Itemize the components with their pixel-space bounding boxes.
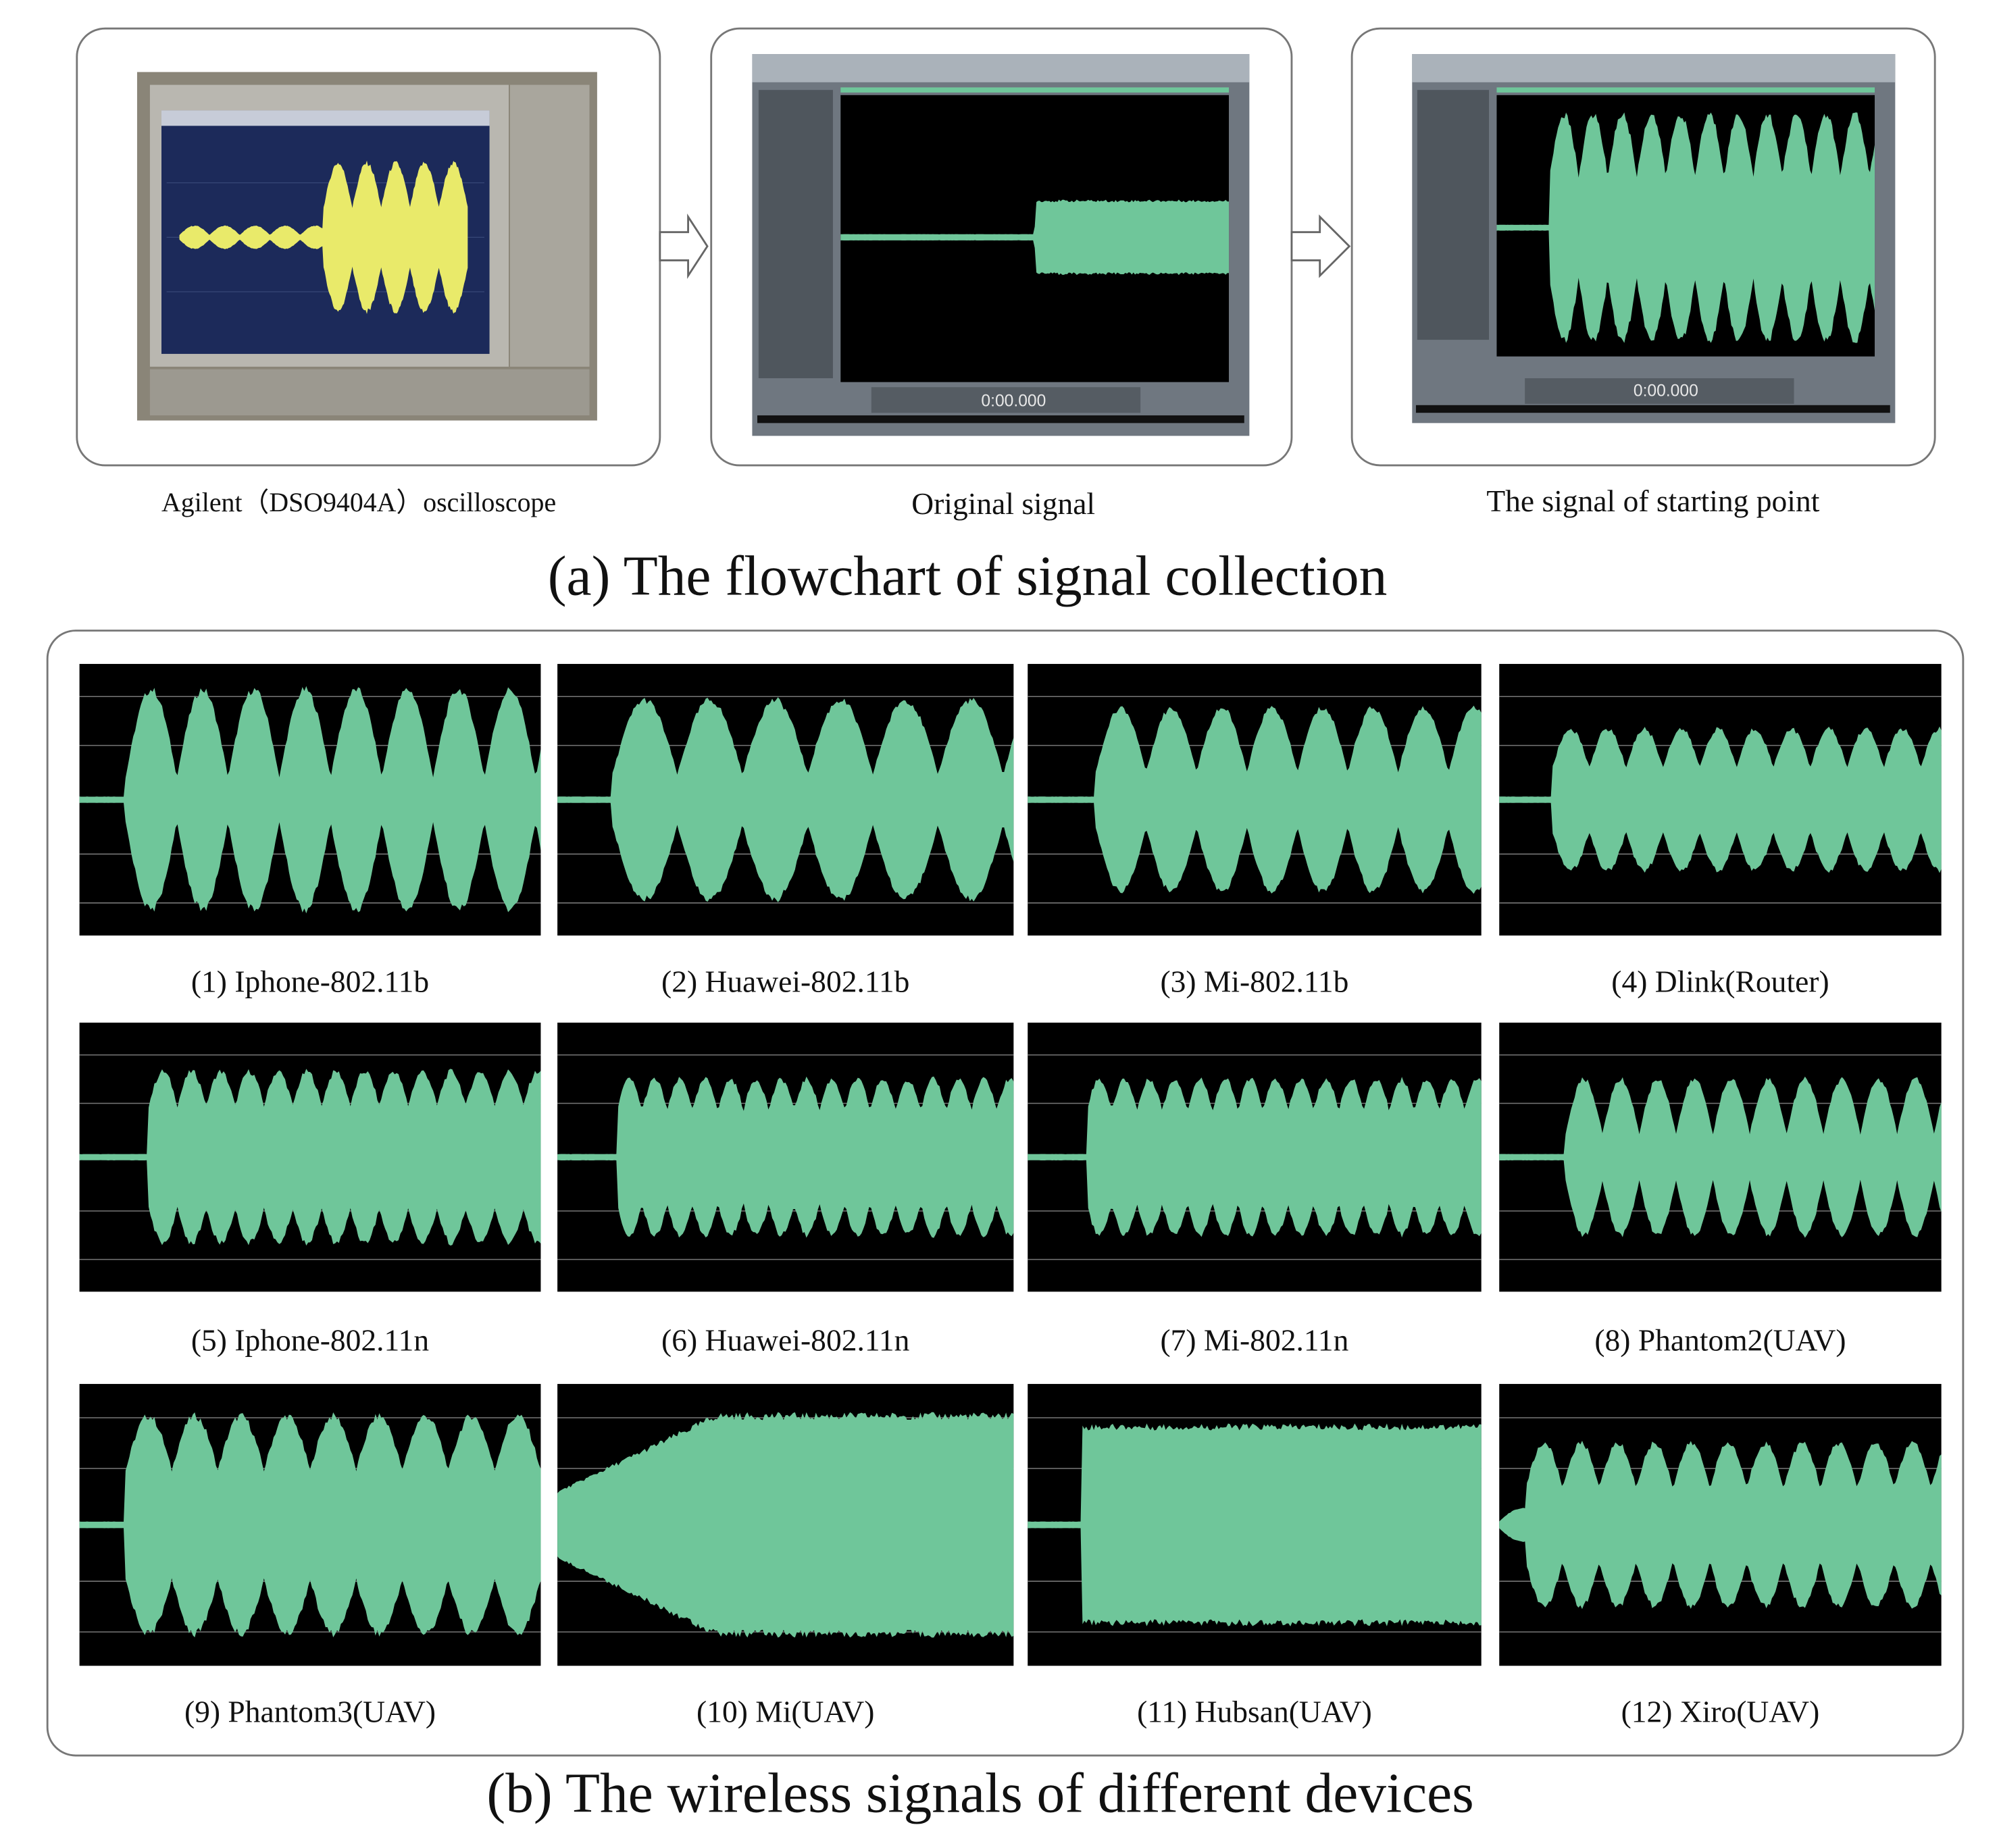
time-display: 0:00.000 <box>981 392 1046 411</box>
device-label: (5) Iphone-802.11n <box>191 1323 429 1358</box>
waveform <box>1499 1440 1942 1610</box>
device-label: (3) Mi-802.11b <box>1160 965 1348 999</box>
device-label: (11) Hubsan(UAV) <box>1137 1695 1372 1729</box>
waveform <box>557 1412 1014 1638</box>
waveform <box>179 160 468 314</box>
frame <box>1350 27 1936 467</box>
waveform <box>1028 705 1482 894</box>
waveform <box>840 199 1230 276</box>
step-label: Agilent（DSO9404A）oscilloscope <box>161 488 556 517</box>
time-display: 0:00.000 <box>1634 382 1698 401</box>
arrow <box>659 213 709 280</box>
device-label: (9) Phantom3(UAV) <box>184 1695 436 1729</box>
step-label: The signal of starting point <box>1486 484 1819 518</box>
panel-title: (a) The flowchart of signal collection <box>548 546 1388 608</box>
waveform <box>1028 1077 1482 1238</box>
oscilloscope-photo <box>136 72 597 421</box>
waveform <box>79 1412 541 1638</box>
waveform <box>1496 112 1875 343</box>
device-label: (10) Mi(UAV) <box>697 1695 874 1729</box>
panel-title: (b) The wireless signals of different de… <box>486 1762 1473 1824</box>
device-label: (8) Phantom2(UAV) <box>1594 1323 1846 1358</box>
device-label: (7) Mi-802.11n <box>1160 1323 1348 1358</box>
waveform <box>1028 1423 1482 1626</box>
waveform <box>79 686 541 914</box>
waveform <box>79 1069 541 1246</box>
frame <box>46 630 1965 1757</box>
waveform <box>557 697 1014 902</box>
step-label: Original signal <box>911 486 1095 521</box>
device-label: (1) Iphone-802.11b <box>191 965 429 999</box>
waveform <box>1499 1076 1942 1238</box>
device-label: (12) Xiro(UAV) <box>1621 1695 1820 1729</box>
device-label: (6) Huawei-802.11n <box>661 1323 910 1358</box>
device-label: (4) Dlink(Router) <box>1611 965 1829 999</box>
device-label: (2) Huawei-802.11b <box>661 965 909 999</box>
arrow <box>1290 214 1351 278</box>
waveform <box>1499 726 1942 873</box>
waveform <box>557 1076 1014 1238</box>
